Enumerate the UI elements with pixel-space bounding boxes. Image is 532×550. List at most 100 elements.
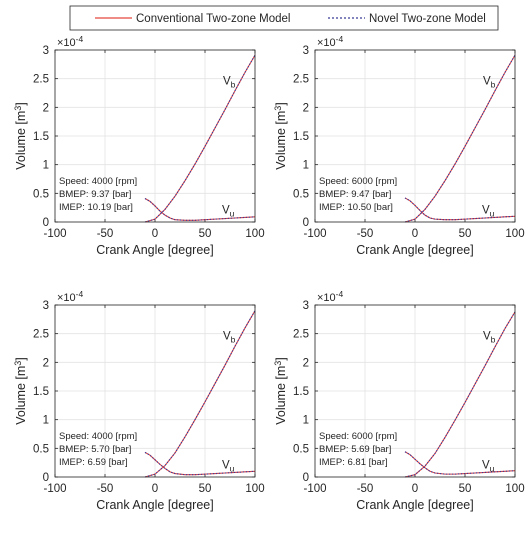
series-V_b-novel (144, 54, 256, 223)
ytick-label-4: 2 (303, 102, 309, 114)
y-exponent: ×10-4 (317, 289, 344, 304)
xtick-label-2: 0 (152, 228, 158, 240)
xtick-label-1: -50 (357, 228, 374, 240)
axes-frame (314, 304, 516, 478)
ytick-label-5: 2.5 (33, 329, 49, 341)
legend-box (69, 5, 499, 31)
xtick-label-2: 0 (412, 228, 418, 240)
y-axis-label: Volume [m3] (13, 357, 28, 425)
annotation-line-0: Speed: 4000 [rpm] (59, 176, 137, 187)
y-axis-label: Volume [m3] (273, 102, 288, 170)
x-axis-label: Crank Angle [degree] (356, 498, 473, 512)
ytick-label-3: 1.5 (33, 386, 49, 398)
xtick-label-1: -50 (97, 483, 114, 495)
series-V_u-novel (144, 451, 256, 476)
y-axis-label: Volume [m3] (273, 357, 288, 425)
ytick-label-4: 2 (43, 357, 49, 369)
xtick-label-4: 100 (245, 228, 264, 240)
x-axis-label: Crank Angle [degree] (96, 498, 213, 512)
ytick-label-1: 0.5 (293, 188, 309, 200)
label-vu: Vu (482, 459, 495, 473)
ytick-label-3: 1.5 (33, 131, 49, 143)
annotation-line-1: BMEP: 9.37 [bar] (59, 189, 131, 200)
annotation-line-0: Speed: 6000 [rpm] (319, 176, 397, 187)
annotation-line-1: BMEP: 5.70 [bar] (59, 444, 131, 455)
annotation-line-1: BMEP: 5.69 [bar] (319, 444, 391, 455)
xtick-label-4: 100 (505, 228, 524, 240)
ytick-label-2: 1 (43, 160, 49, 172)
panel-2: -100 -50 0 50 100 0 0.5 1 1.5 2 2.5 3 ×10-4 Crank Ang… (273, 34, 525, 257)
xtick-label-1: -50 (97, 228, 114, 240)
xtick-label-3: 50 (459, 228, 472, 240)
series-V_u-novel (404, 451, 516, 475)
xtick-label-2: 0 (412, 483, 418, 495)
y-exponent: ×10-4 (317, 34, 344, 49)
y-exponent: ×10-4 (57, 34, 84, 49)
series-V_u-novel (404, 197, 516, 221)
ytick-label-5: 2.5 (33, 74, 49, 86)
annotation-line-2: IMEP: 10.19 [bar] (59, 202, 133, 213)
label-vu: Vu (222, 459, 235, 473)
annotation-line-2: IMEP: 6.59 [bar] (59, 457, 128, 468)
legend-label-1: Novel Two-zone Model (369, 13, 486, 25)
xtick-label-0: -100 (43, 228, 66, 240)
xtick-label-2: 0 (152, 483, 158, 495)
axes-frame (314, 49, 516, 223)
ytick-label-5: 2.5 (293, 74, 309, 86)
legend: Conventional Two-zone Model Novel Two-zon… (69, 5, 499, 31)
x-axis-label: Crank Angle [degree] (96, 243, 213, 257)
y-exponent: ×10-4 (57, 289, 84, 304)
series-V_b-novel (404, 311, 516, 478)
ytick-label-0: 0 (303, 472, 309, 484)
xtick-label-0: -100 (43, 483, 66, 495)
annotation-line-0: Speed: 6000 [rpm] (319, 431, 397, 442)
series-V_b-novel (404, 54, 516, 223)
ytick-label-4: 2 (303, 357, 309, 369)
ytick-label-0: 0 (303, 217, 309, 229)
ytick-label-1: 0.5 (293, 443, 309, 455)
ytick-label-6: 3 (43, 45, 49, 57)
x-axis-label: Crank Angle [degree] (356, 243, 473, 257)
y-axis-label: Volume [m3] (13, 102, 28, 170)
panel-3: -100 -50 0 50 100 0 0.5 1 1.5 2 2.5 3 ×10-4 Crank Ang… (13, 289, 265, 512)
label-vb: Vb (223, 75, 236, 89)
ytick-label-2: 1 (303, 415, 309, 427)
legend-label-0: Conventional Two-zone Model (136, 13, 291, 25)
ytick-label-4: 2 (43, 102, 49, 114)
series-V_u-novel (144, 198, 256, 221)
ytick-label-3: 1.5 (293, 386, 309, 398)
ytick-label-0: 0 (43, 472, 49, 484)
panel-1: -100 -50 0 50 100 0 0.5 1 1.5 2 2.5 3 ×10-4 Crank Ang… (13, 34, 265, 257)
ytick-label-6: 3 (303, 300, 309, 312)
axes-frame (54, 49, 256, 223)
annotation-line-0: Speed: 4000 [rpm] (59, 431, 137, 442)
ytick-label-3: 1.5 (293, 131, 309, 143)
xtick-label-1: -50 (357, 483, 374, 495)
annotation-line-1: BMEP: 9.47 [bar] (319, 189, 391, 200)
xtick-label-3: 50 (199, 483, 212, 495)
label-vb: Vb (483, 75, 496, 89)
label-vb: Vb (223, 330, 236, 344)
xtick-label-4: 100 (505, 483, 524, 495)
xtick-label-0: -100 (303, 483, 326, 495)
axes-frame (54, 304, 256, 478)
xtick-label-3: 50 (199, 228, 212, 240)
ytick-label-0: 0 (43, 217, 49, 229)
xtick-label-3: 50 (459, 483, 472, 495)
ytick-label-1: 0.5 (33, 188, 49, 200)
label-vu: Vu (482, 204, 495, 218)
xtick-label-0: -100 (303, 228, 326, 240)
label-vu: Vu (222, 204, 235, 218)
ytick-label-6: 3 (43, 300, 49, 312)
ytick-label-2: 1 (303, 160, 309, 172)
ytick-label-5: 2.5 (293, 329, 309, 341)
ytick-label-1: 0.5 (33, 443, 49, 455)
xtick-label-4: 100 (245, 483, 264, 495)
label-vb: Vb (483, 330, 496, 344)
panel-4: -100 -50 0 50 100 0 0.5 1 1.5 2 2.5 3 ×10-4 Crank Ang… (273, 289, 525, 512)
annotation-line-2: IMEP: 6.81 [bar] (319, 457, 388, 468)
ytick-label-6: 3 (303, 45, 309, 57)
ytick-label-2: 1 (43, 415, 49, 427)
